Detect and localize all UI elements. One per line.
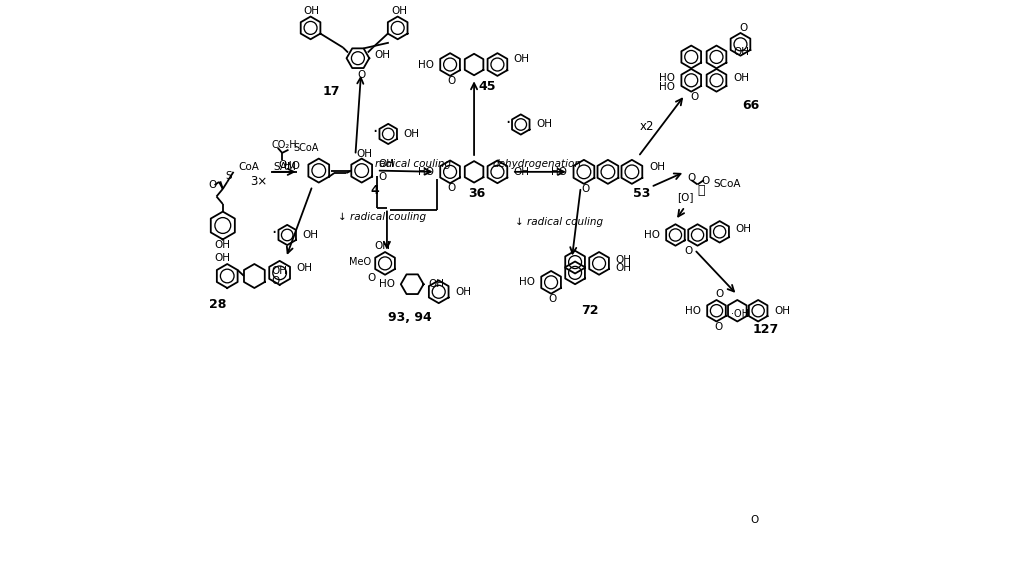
Text: HO: HO bbox=[418, 167, 433, 177]
Text: ·OH: ·OH bbox=[731, 309, 749, 319]
Text: 17: 17 bbox=[322, 84, 340, 98]
Text: SCoA: SCoA bbox=[713, 179, 740, 189]
Text: O: O bbox=[750, 515, 760, 525]
Text: HO: HO bbox=[659, 74, 675, 83]
Text: ⌒: ⌒ bbox=[697, 184, 704, 197]
Text: OH: OH bbox=[735, 224, 751, 234]
Text: OH: OH bbox=[302, 230, 318, 240]
Text: OH: OH bbox=[297, 263, 313, 273]
Text: O: O bbox=[379, 172, 387, 182]
Text: OH: OH bbox=[514, 55, 530, 65]
Text: O: O bbox=[714, 321, 722, 332]
Text: OH: OH bbox=[615, 264, 631, 274]
Text: HO: HO bbox=[285, 161, 300, 170]
Text: 93, 94: 93, 94 bbox=[389, 311, 432, 324]
Text: HO: HO bbox=[685, 306, 701, 316]
Text: O: O bbox=[582, 184, 590, 194]
Text: OH: OH bbox=[514, 167, 530, 177]
Text: radical couling: radical couling bbox=[376, 159, 451, 169]
Text: ↓ radical couling: ↓ radical couling bbox=[337, 212, 426, 221]
Text: 45: 45 bbox=[478, 80, 496, 93]
Text: 53: 53 bbox=[632, 188, 650, 201]
Text: OH: OH bbox=[304, 7, 320, 16]
Text: O: O bbox=[690, 92, 699, 102]
Text: 3×: 3× bbox=[250, 175, 268, 188]
Text: O: O bbox=[701, 176, 709, 187]
Text: OH: OH bbox=[357, 148, 373, 158]
Text: 127: 127 bbox=[752, 323, 779, 336]
Text: OH: OH bbox=[536, 120, 551, 129]
Text: O: O bbox=[687, 173, 695, 183]
Text: MeO: MeO bbox=[349, 257, 371, 267]
Text: HO: HO bbox=[659, 81, 675, 92]
Text: OH: OH bbox=[774, 306, 790, 316]
Text: O: O bbox=[684, 246, 692, 256]
Text: HO: HO bbox=[550, 167, 567, 177]
Text: SCoA: SCoA bbox=[294, 143, 319, 153]
Text: OH: OH bbox=[374, 241, 390, 251]
Text: O: O bbox=[739, 23, 747, 33]
Text: O: O bbox=[715, 289, 724, 298]
Text: OH: OH bbox=[214, 253, 230, 262]
Text: O: O bbox=[209, 180, 217, 190]
Text: ↓ radical couling: ↓ radical couling bbox=[515, 217, 603, 228]
Text: ·: · bbox=[272, 224, 277, 242]
Text: OH: OH bbox=[733, 74, 748, 83]
Text: O: O bbox=[357, 70, 366, 80]
Text: OH: OH bbox=[428, 279, 444, 289]
Text: 72: 72 bbox=[582, 304, 599, 317]
Text: 28: 28 bbox=[209, 298, 226, 311]
Text: OH: OH bbox=[615, 255, 631, 265]
Text: OH: OH bbox=[733, 47, 748, 57]
Text: OH: OH bbox=[272, 266, 288, 276]
Text: HO: HO bbox=[418, 60, 433, 70]
Text: OH: OH bbox=[456, 287, 471, 297]
Text: OH: OH bbox=[379, 159, 395, 169]
Text: ·: · bbox=[373, 123, 378, 141]
Text: OH: OH bbox=[391, 7, 407, 16]
Text: 4: 4 bbox=[370, 184, 379, 197]
Text: HO: HO bbox=[643, 230, 660, 240]
Text: O: O bbox=[272, 276, 280, 286]
Text: HO: HO bbox=[379, 279, 395, 289]
Text: OH: OH bbox=[375, 50, 390, 60]
Text: OH: OH bbox=[403, 129, 419, 139]
Text: 66: 66 bbox=[742, 99, 760, 112]
Text: O: O bbox=[447, 76, 456, 86]
Text: O: O bbox=[368, 273, 376, 283]
Text: x2: x2 bbox=[639, 120, 654, 133]
Text: OH: OH bbox=[649, 162, 665, 172]
Text: O: O bbox=[548, 294, 558, 303]
Text: dehydrogenation: dehydrogenation bbox=[492, 159, 581, 169]
Text: CoA: CoA bbox=[238, 162, 260, 173]
Text: 36: 36 bbox=[469, 188, 486, 201]
Text: HO: HO bbox=[519, 277, 534, 287]
Text: ·: · bbox=[505, 114, 510, 132]
Text: CO₂H: CO₂H bbox=[272, 140, 297, 149]
Text: O: O bbox=[447, 183, 456, 193]
Text: S: S bbox=[226, 171, 232, 180]
Text: [O]: [O] bbox=[677, 192, 693, 202]
Text: O: O bbox=[278, 160, 286, 170]
Text: SAM: SAM bbox=[274, 162, 296, 172]
Text: OH: OH bbox=[215, 240, 231, 250]
